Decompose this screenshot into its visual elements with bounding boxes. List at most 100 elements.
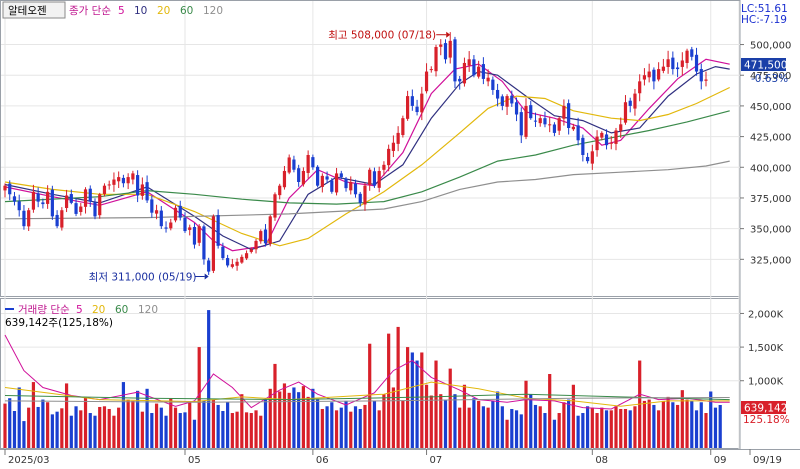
volume-bar: [387, 333, 391, 448]
candle: [633, 93, 637, 109]
volume-bar: [619, 408, 623, 448]
candle: [339, 173, 343, 178]
candle: [178, 205, 182, 218]
volume-bar: [8, 398, 12, 448]
volume-bar: [358, 408, 362, 448]
candle: [349, 182, 353, 191]
volume-bar: [88, 413, 92, 448]
volume-bar: [614, 406, 618, 448]
candle: [647, 71, 651, 78]
volume-bar: [164, 415, 168, 448]
volume-bar: [609, 410, 613, 448]
candle: [401, 118, 405, 136]
candle: [8, 183, 12, 195]
volume-legend-period-20: 20: [92, 304, 105, 316]
candle: [543, 118, 547, 125]
stock-name-box[interactable]: [2, 1, 66, 19]
volume-legend: 거래량 단순 5 20 60 120: [5, 304, 158, 316]
volume-bar: [524, 380, 528, 448]
volume-bar: [633, 406, 637, 448]
candle: [429, 69, 433, 71]
volume-bar: [235, 411, 239, 448]
volume-bar: [704, 413, 708, 448]
candle: [576, 125, 580, 141]
volume-bar: [424, 384, 429, 448]
candle: [136, 175, 140, 196]
volume-ma-line-120: [4, 397, 730, 403]
candle: [287, 157, 291, 173]
candle: [41, 202, 45, 205]
volume-bar: [349, 411, 353, 448]
volume-bar: [55, 411, 59, 448]
last-volume-tag: [741, 401, 786, 414]
candle: [27, 210, 31, 227]
volume-bar: [590, 407, 594, 448]
candle: [600, 132, 604, 138]
candle: [590, 151, 594, 164]
price-tick-label: 450,000: [750, 102, 791, 113]
candle: [102, 185, 107, 195]
volume-bar: [169, 398, 173, 448]
candle: [671, 57, 675, 70]
volume-bar: [216, 404, 220, 448]
candle: [230, 264, 234, 267]
candle: [259, 231, 263, 242]
candle: [244, 253, 249, 259]
volume-moving-averages: [4, 334, 730, 410]
volume-bar: [3, 403, 7, 448]
volume-bar: [268, 388, 272, 448]
candle: [316, 166, 320, 186]
price-legend-period-120: 120: [203, 5, 223, 17]
last-volume: 639,142: [744, 403, 787, 415]
candle: [694, 54, 699, 72]
volume-bar: [192, 419, 197, 448]
candle: [619, 124, 623, 131]
price-tick-label: 400,000: [750, 163, 791, 174]
volume-bar: [292, 387, 296, 448]
candle: [391, 142, 395, 151]
price-tick-label: 375,000: [750, 194, 791, 205]
candle: [557, 118, 561, 131]
volume-bar: [282, 383, 287, 448]
volume-bar: [301, 386, 305, 448]
volume-bar: [647, 399, 651, 448]
volume-bar: [642, 400, 647, 448]
candle: [434, 47, 438, 72]
candle: [192, 226, 197, 245]
volume-bar: [510, 408, 514, 448]
volume-bar: [585, 406, 590, 448]
candle: [481, 64, 485, 79]
candle: [652, 69, 656, 82]
volume-bar: [481, 406, 485, 448]
volume-bar: [131, 400, 135, 448]
volume-bar: [467, 407, 471, 448]
date-axis-ticks: 2025/03 05 06 07 08 09 09/19: [4, 449, 782, 466]
candle: [353, 183, 358, 195]
candle: [249, 249, 253, 252]
volume-bar: [671, 402, 675, 448]
volume-bar: [320, 408, 324, 448]
volume-ma-line-60: [4, 393, 730, 401]
volume-bar: [623, 408, 628, 448]
volume-bar: [344, 400, 348, 448]
volume-legend-period-5: 5: [76, 304, 83, 316]
volume-bar: [240, 394, 244, 448]
candle: [363, 185, 367, 205]
price-legend-period-60: 60: [180, 5, 193, 17]
candle: [121, 177, 126, 184]
volume-bar: [514, 410, 519, 448]
price-axis-ticks: 325,000 350,000 375,000 400,000 425,000 450,0…: [740, 41, 791, 266]
candle: [704, 79, 708, 81]
candle: [477, 66, 481, 77]
candle: [609, 142, 613, 144]
volume-bar: [41, 399, 45, 448]
volume-bar: [126, 399, 130, 448]
volume-bar: [183, 412, 187, 448]
candle: [458, 78, 462, 82]
candle: [552, 124, 557, 133]
volume-bar: [83, 396, 88, 448]
candle: [268, 216, 272, 244]
candle: [334, 173, 339, 193]
volume-bar: [311, 388, 315, 448]
